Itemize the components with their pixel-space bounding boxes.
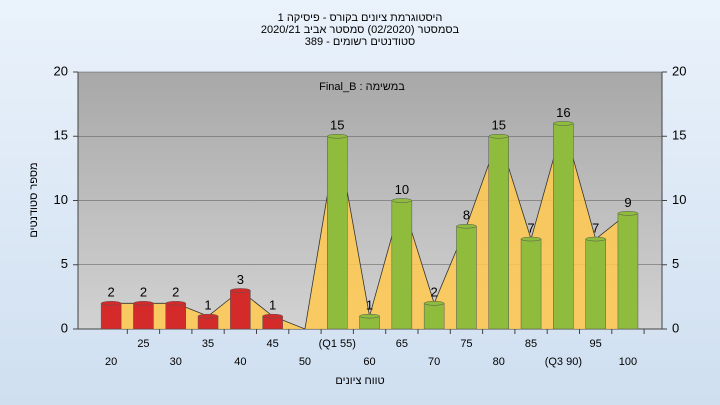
data-label: 7 [527,220,534,235]
data-label: 2 [108,285,115,300]
bar [327,136,348,330]
chart-title: היסטוגרמת ציונים בקורס - פיסיקה 1 [278,12,443,24]
bar [100,303,122,330]
x-tick-label: 65 [396,338,408,350]
x-tick-label: 70 [428,356,440,368]
bar [133,303,154,330]
bar-cap [423,301,445,306]
chart-subtitle: סטודנטים רשומים - 389 [305,36,416,48]
x-tick-label: 95 [590,338,602,350]
data-label: 2 [431,285,438,300]
data-label: 15 [492,118,506,133]
y2-tick-label: 10 [672,192,686,207]
chart-subtitle: בסמסטר (02/2020) סמסטר אביב 2020/21 [261,24,460,36]
bar-cap [230,288,251,293]
data-label: 3 [237,272,244,287]
data-label: 16 [556,105,570,120]
x-tick-label: 45 [267,338,279,350]
bar [488,136,509,330]
data-label: 2 [140,285,147,300]
bar [520,238,542,330]
y2-tick-label: 5 [672,256,679,271]
bar-cap [262,313,283,319]
y-axis-label: מספר סטודנטים [28,162,40,237]
bar-cap [165,301,186,306]
y2-tick-label: 0 [672,320,679,335]
annotation: במשימה : Final_B [319,81,405,93]
bar-cap [359,313,380,319]
bar-cap [327,134,348,139]
x-tick-label: 20 [105,356,117,368]
bar [165,303,186,330]
x-tick-label: 60 [363,356,375,368]
bar-cap [553,121,574,126]
bar [553,123,574,330]
bar [423,303,445,330]
data-label: 9 [624,195,631,210]
bar [391,200,413,330]
y-tick-label: 20 [54,63,68,78]
y2-tick-label: 20 [672,63,686,78]
y2-tick-label: 15 [672,128,686,143]
bar-cap [197,313,219,319]
data-label: 10 [395,182,409,197]
x-tick-label: 35 [202,338,214,350]
data-label: 15 [330,118,344,133]
y-tick-label: 0 [61,320,68,335]
data-label: 8 [463,208,470,223]
data-label: 1 [269,298,276,313]
y-tick-label: 5 [61,256,68,271]
bar-cap [391,198,413,203]
x-tick-label: 50 [299,356,311,368]
y-tick-label: 10 [54,192,68,207]
y-tick-label: 15 [54,128,68,143]
bar [456,225,477,330]
bar [617,213,639,330]
data-label: 2 [172,285,179,300]
bar-cap [488,134,509,139]
x-tick-label: 25 [137,338,149,350]
x-tick-label: 80 [493,356,505,368]
x-tick-label: 100 [619,356,637,368]
bar-cap [456,223,477,229]
x-tick-label: 30 [170,356,182,368]
bar-cap [133,301,154,306]
x-tick-label: 75 [460,338,472,350]
data-label: 7 [592,220,599,235]
data-label: 1 [204,298,211,313]
bar [585,238,606,330]
x-tick-label: 85 [525,338,537,350]
x-tick-label: 40 [234,356,246,368]
x-axis-label: טווח ציונים [335,375,384,387]
x-tick-label: (Q3 90) [545,356,582,368]
bar-cap [617,211,639,216]
x-tick-label: (Q1 55) [319,338,356,350]
data-label: 1 [366,298,373,313]
bar-cap [585,236,606,242]
bar [230,290,251,330]
bar-cap [100,301,122,306]
bar-cap [520,236,542,242]
